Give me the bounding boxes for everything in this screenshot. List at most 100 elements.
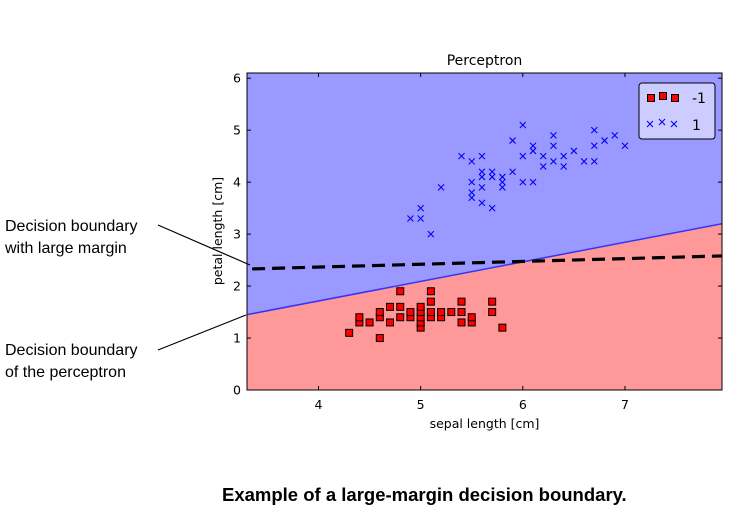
data-point-positive — [417, 215, 425, 222]
data-point-positive — [468, 189, 476, 196]
data-point-negative — [416, 302, 425, 311]
data-point-positive — [468, 157, 476, 165]
data-point-positive — [560, 152, 568, 160]
y-tick-label: 5 — [233, 123, 241, 138]
annotation-large-margin-line1: Decision boundary — [5, 218, 138, 235]
x-tick-label: 7 — [621, 397, 629, 412]
data-point-positive — [590, 157, 598, 165]
annotation-large-margin: Decision boundary with large margin — [5, 216, 138, 260]
data-point-positive — [509, 137, 516, 144]
data-point-positive — [488, 168, 496, 176]
y-tick-label: 0 — [233, 383, 241, 398]
data-point-positive — [519, 121, 527, 129]
plot-frame — [246, 72, 723, 391]
data-point-positive — [621, 142, 629, 150]
data-point-positive — [488, 204, 496, 212]
data-point-negative — [457, 297, 466, 306]
region-class-negative — [247, 223, 722, 390]
decision-regions — [247, 73, 722, 390]
data-point-negative — [488, 297, 497, 306]
legend-marker-negative — [647, 92, 679, 102]
annotation-large-margin-line2: with large margin — [5, 240, 127, 257]
data-point-positive — [437, 183, 445, 191]
data-point-positive — [580, 157, 588, 165]
data-point-positive — [509, 168, 516, 176]
data-point-negative — [355, 313, 364, 322]
data-point-positive — [498, 178, 506, 186]
legend: -1 1 — [638, 82, 716, 140]
x-tick-label: 6 — [519, 397, 527, 412]
data-point-negative — [386, 302, 395, 311]
y-tick-label: 1 — [233, 331, 241, 346]
data-point-negative — [488, 308, 497, 317]
legend-label-negative: -1 — [692, 91, 706, 107]
annotation-perceptron-line1: Decision boundary — [5, 342, 138, 359]
data-point-positive — [478, 173, 486, 181]
legend-marker-square — [671, 94, 679, 102]
data-point-positive — [601, 137, 608, 144]
legend-marker-x — [646, 120, 654, 128]
data-point-positive — [407, 215, 414, 222]
data-point-negative — [375, 308, 384, 317]
data-point-negative — [375, 334, 384, 343]
data-point-positive — [498, 173, 506, 181]
legend-box — [638, 82, 716, 140]
legend-marker-square — [659, 92, 667, 100]
data-point-negative — [396, 302, 405, 311]
y-axis-label: petal length [cm] — [210, 177, 225, 285]
data-point-positive — [468, 178, 476, 186]
pointer-large-margin — [157, 224, 251, 266]
data-point-negative — [386, 318, 395, 327]
data-point-positive — [478, 183, 486, 191]
data-point-positive — [498, 183, 506, 191]
data-point-positive — [519, 152, 527, 160]
large-margin-boundary-line — [252, 254, 723, 271]
data-point-negative — [365, 318, 374, 327]
data-point-negative — [498, 323, 507, 332]
data-point-positive — [478, 199, 486, 207]
data-point-negative — [457, 308, 466, 317]
data-point-positive — [550, 157, 557, 165]
y-tick-label: 6 — [233, 71, 241, 86]
x-axis-label: sepal length [cm] — [430, 416, 540, 431]
data-point-positive — [478, 152, 486, 160]
figure-caption: Example of a large-margin decision bound… — [222, 484, 627, 505]
data-point-positive — [529, 178, 537, 186]
legend-marker-positive — [646, 118, 678, 128]
data-point-positive — [550, 131, 557, 139]
y-tick-label: 2 — [233, 279, 241, 294]
large-margin-boundary-group — [252, 254, 723, 271]
data-point-negative — [426, 287, 435, 296]
data-point-negative — [437, 308, 446, 317]
data-point-positive — [478, 168, 486, 176]
legend-marker-x — [658, 118, 666, 126]
annotation-perceptron: Decision boundary of the perceptron — [5, 340, 138, 384]
data-point-positive — [529, 147, 537, 155]
axis-ticks: 4 5 6 7 0 1 2 3 4 5 6 — [233, 71, 722, 412]
data-point-positive — [519, 178, 527, 186]
data-point-negative — [396, 287, 405, 296]
data-point-positive — [539, 152, 547, 160]
data-point-positive — [590, 126, 598, 134]
perceptron-boundary-group — [247, 222, 722, 316]
y-tick-label: 3 — [233, 227, 241, 242]
data-points — [345, 121, 629, 343]
pointer-perceptron — [157, 314, 247, 351]
data-point-positive — [539, 163, 547, 170]
data-point-positive — [468, 194, 476, 202]
data-point-negative — [467, 313, 476, 322]
data-point-negative — [345, 328, 354, 337]
region-class-positive — [247, 73, 722, 315]
data-point-positive — [488, 173, 496, 181]
data-point-positive — [570, 147, 578, 155]
data-point-negative — [447, 308, 456, 317]
data-point-negative — [426, 297, 435, 306]
chart-title: Perceptron — [447, 53, 523, 69]
legend-label-positive: 1 — [692, 118, 701, 134]
data-point-negative — [406, 308, 415, 317]
legend-marker-square — [647, 94, 655, 102]
data-point-positive — [427, 230, 435, 238]
perceptron-boundary-line — [247, 222, 722, 316]
x-tick-label: 4 — [315, 397, 323, 412]
